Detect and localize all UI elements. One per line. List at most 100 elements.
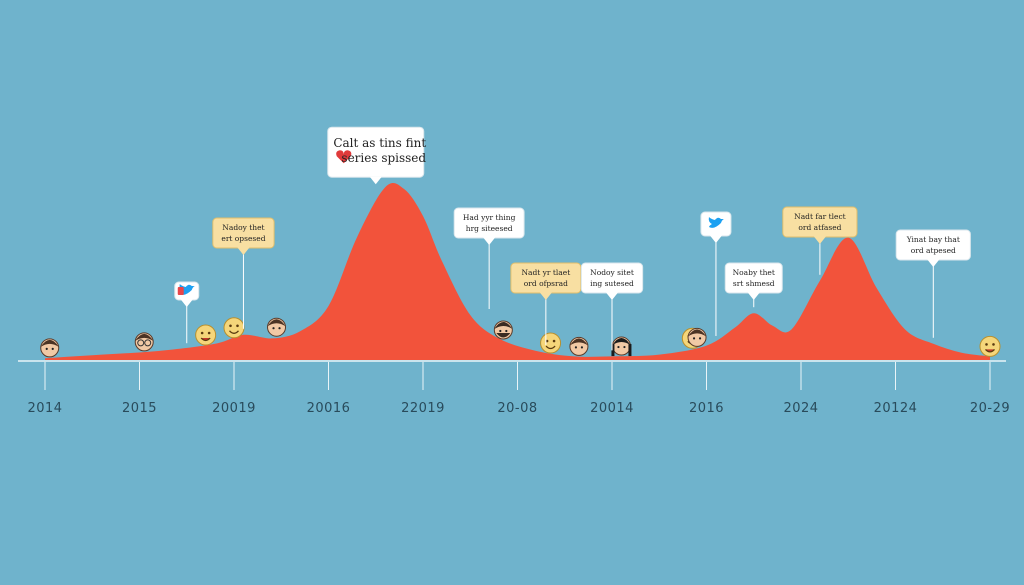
avatar-eye <box>692 337 696 340</box>
long-hair <box>611 344 615 357</box>
emoji-eye <box>985 343 988 346</box>
heart-icon <box>336 150 352 164</box>
callout-text-line2: ord ofpsrad <box>524 279 568 288</box>
avatar-eye <box>45 347 48 350</box>
marker-emoji-laugh <box>979 335 1001 357</box>
x-tick-label: 20-08 <box>497 401 537 416</box>
callout-text-line2: srt shmesd <box>733 279 775 288</box>
callout: Noaby thet srt shmesd <box>724 262 783 308</box>
callout-text-line2: hrg siteesed <box>466 224 513 233</box>
callout-pointer <box>483 237 496 245</box>
callout: Nodoy sitet ing sutesed <box>580 262 644 351</box>
x-tick-label: 22019 <box>401 401 445 416</box>
emoji-mouth <box>545 345 556 350</box>
long-hair <box>628 344 632 357</box>
callout-pointer <box>709 235 722 243</box>
emoji-mouth <box>229 330 239 334</box>
glasses-icon <box>144 339 152 347</box>
avatar-eye <box>499 329 502 333</box>
avatar-eye <box>698 337 702 340</box>
callout <box>174 281 200 344</box>
x-tick-label: 20019 <box>212 401 256 416</box>
red-badge-icon <box>177 287 184 295</box>
callout-pointer <box>180 299 193 307</box>
callout-pointer <box>539 292 552 300</box>
callout-pointer <box>813 236 826 244</box>
x-tick-label: 2014 <box>27 401 62 416</box>
callout-text-line1: Yinat bay that <box>906 235 960 244</box>
marker-emoji-smile <box>223 317 245 339</box>
marker-emoji-laugh <box>195 324 217 346</box>
avatar-hair <box>267 319 286 327</box>
callout-text-line1: Nadoy thet <box>222 223 264 232</box>
callout-text-line1: Had yyr thing <box>463 213 516 222</box>
callout: Nadt far tlect ord atfased <box>782 206 858 275</box>
marker-bearded <box>493 320 513 340</box>
x-tick-label: 2024 <box>783 401 818 416</box>
avatar-hair <box>688 329 707 337</box>
emoji-eye <box>200 331 204 335</box>
avatar-eye <box>51 347 54 350</box>
callout: Had yyr thing hrg siteesed <box>453 207 525 309</box>
callout: Nadt yr tlaet ord ofpsrad <box>510 262 582 345</box>
x-tick-label: 2015 <box>122 401 157 416</box>
callout: Yinat bay that ord atpesed <box>895 229 971 338</box>
x-tick-label: 20124 <box>874 401 918 416</box>
callout-text-line2: ing sutesed <box>590 279 634 288</box>
callout-pointer <box>369 176 382 185</box>
marker-dark-hair <box>611 336 632 357</box>
callout-text-line1: Nodoy sitet <box>590 268 634 277</box>
avatar-eye <box>623 345 626 349</box>
callout-pointer <box>606 292 618 300</box>
avatar-eye <box>278 327 281 330</box>
emoji-mouth <box>200 337 211 342</box>
emoji-face-icon <box>195 324 217 346</box>
emoji-eye <box>207 331 211 335</box>
x-tick-label: 20016 <box>307 401 351 416</box>
callout-pointer <box>747 292 760 300</box>
callout-pointer <box>237 247 250 255</box>
emoji-eye <box>545 339 549 343</box>
avatar-hair <box>612 338 631 346</box>
glasses-icon <box>137 339 145 347</box>
emoji-eye <box>229 324 232 328</box>
callout-text-line2: ord atpesed <box>911 246 956 255</box>
emoji-eye <box>992 343 995 346</box>
callout <box>700 211 732 336</box>
avatar-hair <box>569 338 588 346</box>
area-series <box>45 182 990 360</box>
beard <box>496 332 511 338</box>
callout: Nadoy thet ert opsesed <box>212 217 275 329</box>
emoji-eye <box>552 339 556 343</box>
avatar-eye <box>505 329 508 333</box>
marker-face <box>687 327 707 347</box>
callout-text-line1: Noaby thet <box>733 268 775 277</box>
callout-text-line1: Calt as tins fint <box>333 136 426 150</box>
emoji-face-icon <box>540 332 562 354</box>
avatar-hair <box>40 339 59 347</box>
x-tick-label: 20-29 <box>970 401 1010 416</box>
callout-text-line2: ord atfased <box>798 223 841 232</box>
x-tick-label: 2016 <box>689 401 724 416</box>
marker-glasses <box>134 332 154 352</box>
avatar-eye <box>272 327 275 330</box>
avatar-eye <box>574 346 578 349</box>
avatar-eye <box>580 346 584 349</box>
emoji-mouth <box>985 348 995 353</box>
callout-pointer <box>927 259 940 267</box>
avatar-hair <box>135 333 154 341</box>
callout-text-line1: Nadt yr tlaet <box>521 268 570 277</box>
emoji-face-icon <box>979 335 1001 357</box>
emoji-face-icon <box>223 317 245 339</box>
twitter-icon <box>708 217 724 228</box>
emoji-eye <box>236 324 239 328</box>
callout-text-line2: ert opsesed <box>221 234 265 243</box>
callout-text-line2: series spissed <box>341 151 426 165</box>
x-tick-label: 20014 <box>590 401 634 416</box>
marker-emoji-smile <box>540 332 562 354</box>
marker-face <box>267 317 287 337</box>
marker-face <box>40 338 60 358</box>
avatar-eye <box>617 345 620 349</box>
